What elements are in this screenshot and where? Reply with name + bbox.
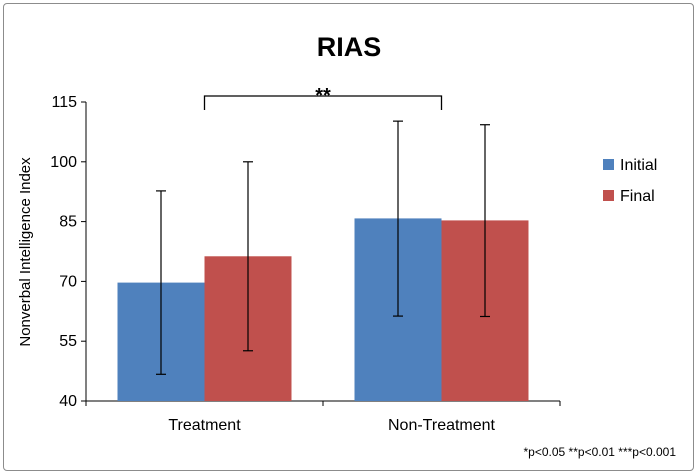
chart-title: RIAS bbox=[317, 32, 382, 62]
y-tick-label: 40 bbox=[59, 393, 77, 410]
y-axis-label: Nonverbal Intelligence Index bbox=[17, 157, 34, 347]
legend-swatch-initial bbox=[603, 159, 614, 170]
error-bar-final-1 bbox=[480, 124, 490, 318]
legend-label-final: Final bbox=[620, 188, 655, 205]
y-tick-label: 85 bbox=[59, 214, 77, 231]
legend-swatch-final bbox=[603, 190, 614, 201]
y-tick-label: 115 bbox=[51, 94, 77, 111]
error-bar-initial-0 bbox=[156, 190, 166, 375]
plot-area: 40 55 70 85 100 115 Treatment Non-Treatment ** bbox=[50, 85, 561, 434]
x-tick-label: Treatment bbox=[168, 417, 241, 434]
significance-footnote: *p<0.05 **p<0.01 ***p<0.001 bbox=[524, 445, 677, 459]
x-tick-label: Non-Treatment bbox=[388, 417, 496, 434]
significance-marker: ** bbox=[315, 85, 331, 107]
significance-bracket bbox=[203, 95, 443, 110]
y-tick-label: 55 bbox=[59, 333, 77, 350]
error-bar-final-0 bbox=[243, 161, 253, 352]
legend: Initial Final bbox=[603, 157, 657, 205]
y-tick-label: 100 bbox=[50, 154, 77, 171]
error-bar-initial-1 bbox=[393, 120, 403, 317]
legend-label-initial: Initial bbox=[620, 157, 657, 174]
y-tick-label: 70 bbox=[59, 273, 77, 290]
